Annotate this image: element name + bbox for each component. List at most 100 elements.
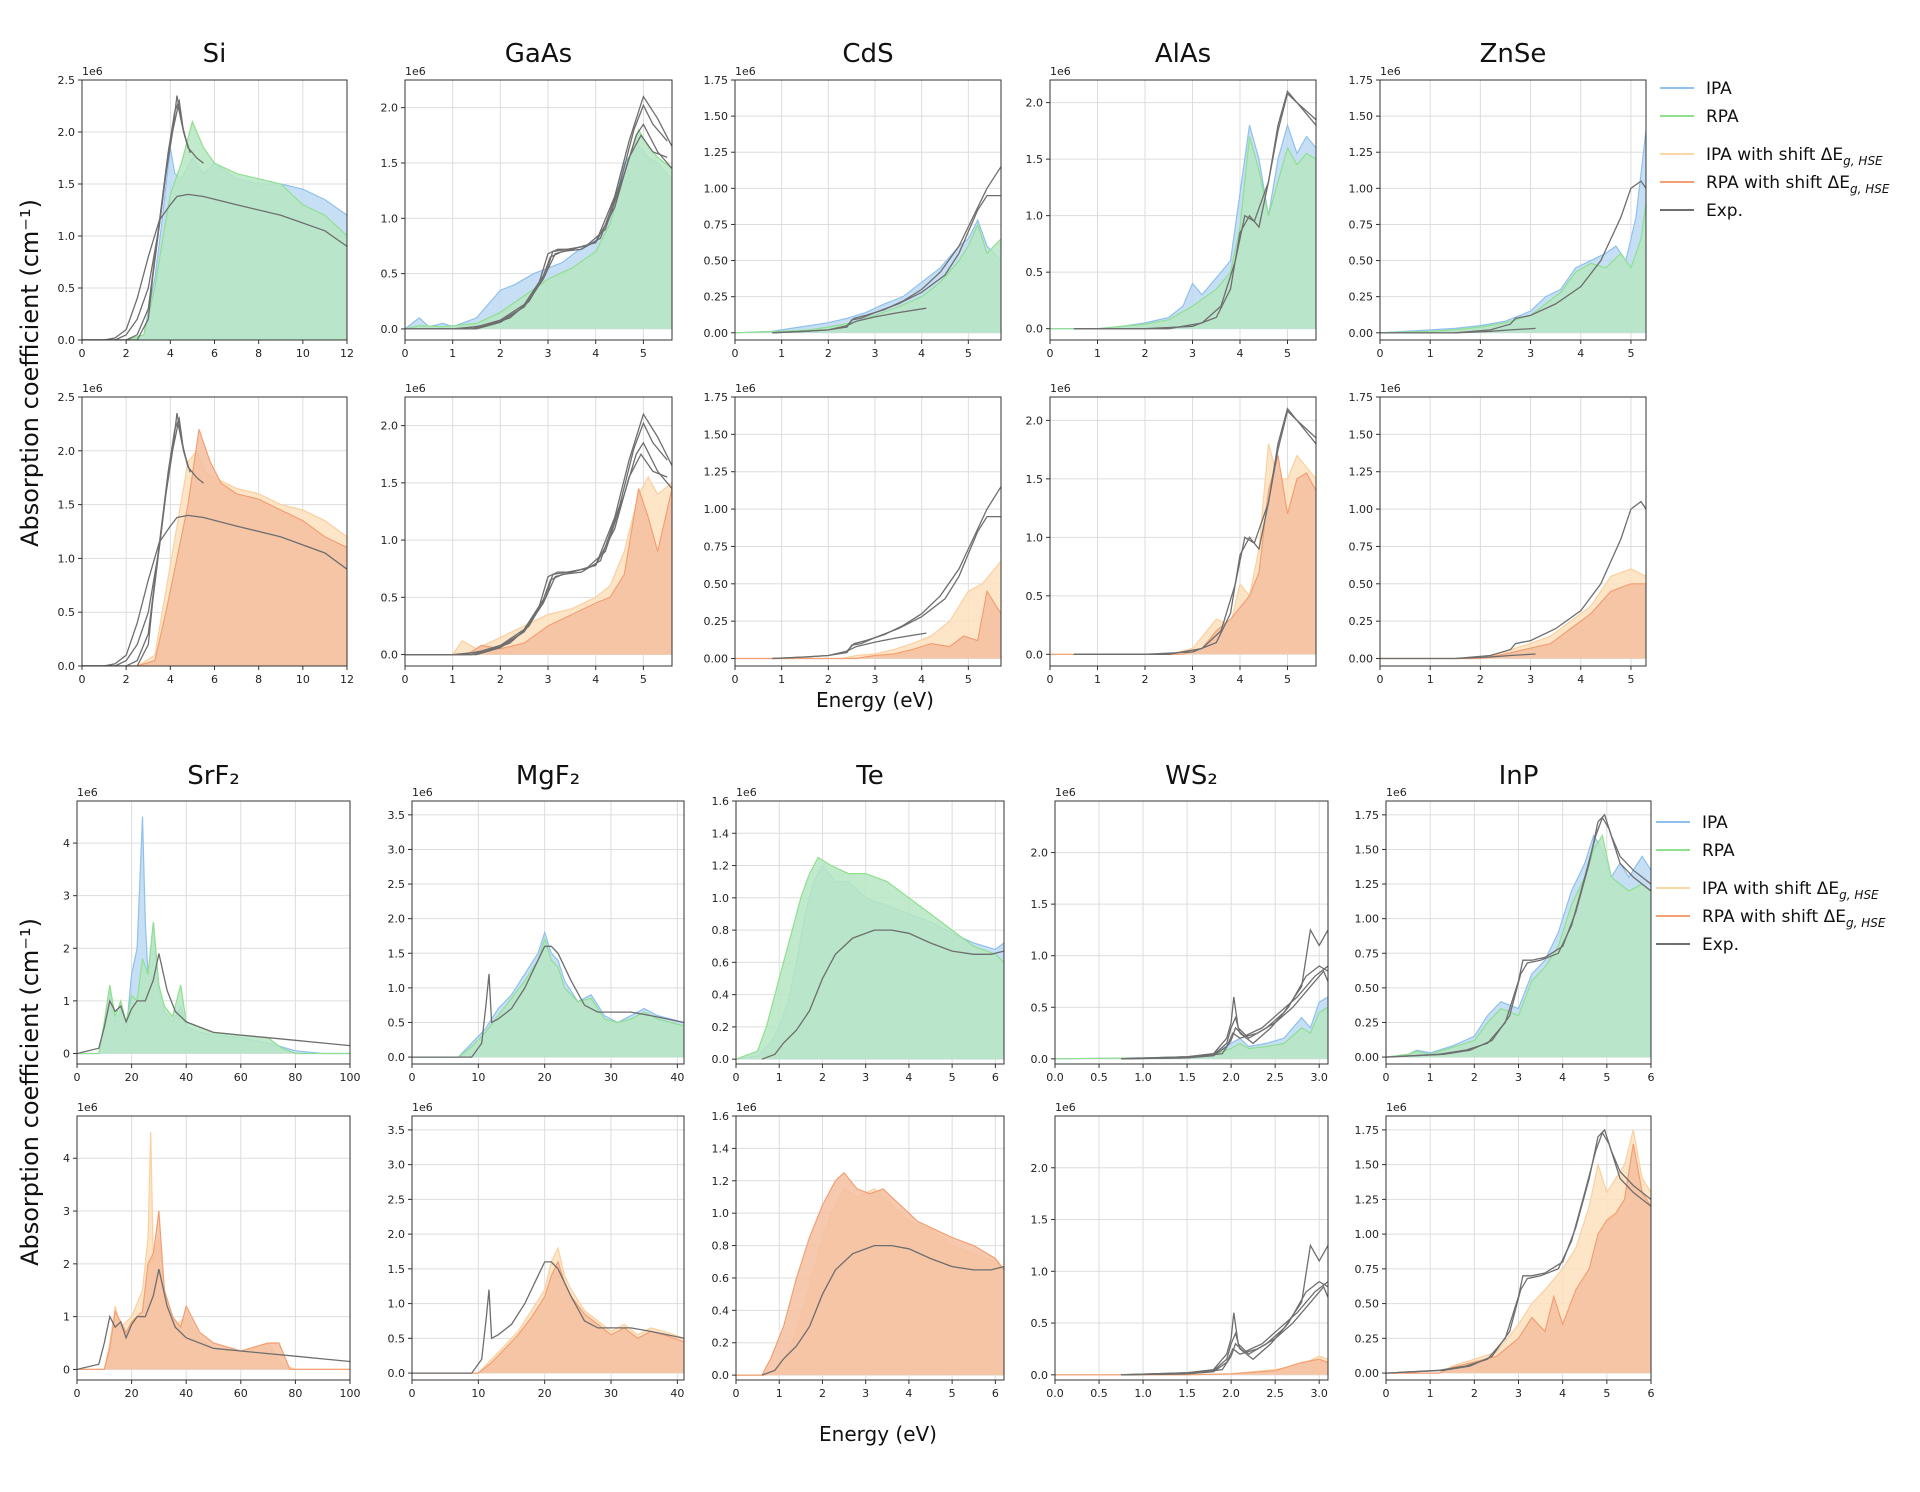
area-rpa-shift: [736, 1172, 1004, 1376]
x-tick-label: 2: [497, 347, 504, 360]
x-tick-label: 4: [1559, 1387, 1566, 1400]
y-tick-label: 0.5: [58, 282, 76, 295]
y-tick-label: 1.2: [712, 1175, 730, 1188]
panel-znse-shifted: 0 1 2 3 4 5 0.00 0.25 0.50 0.75 1.00 1.25 1.50 1.75 1e…: [1349, 382, 1647, 686]
x-tick-label: 8: [255, 673, 262, 686]
x-tick-label: 3: [1515, 1071, 1522, 1084]
x-tick-label: 30: [604, 1071, 618, 1084]
x-tick-label: 40: [179, 1387, 193, 1400]
y-tick-label: 0.4: [712, 989, 730, 1002]
y-tick-label: 0.0: [1031, 1369, 1049, 1382]
line-exp: [1073, 92, 1316, 330]
y-tick-label: 0.0: [381, 649, 399, 662]
panel-srf2-shifted: 0 20 40 60 80 100 0 1 2 3 4 1e6: [63, 1101, 361, 1400]
y-tick-label: 1.6: [712, 1110, 730, 1123]
panel-te-unshifted: 0 1 2 3 4 5 6 0.0 0.2 0.4 0.6 0.8 1.0 1.2 1.4 1.6 1e6 Te: [712, 761, 1005, 1084]
x-tick-label: 6: [992, 1387, 999, 1400]
y-tick-label: 1.00: [1349, 182, 1374, 195]
line-exp: [77, 953, 350, 1055]
line-rpa: [1050, 136, 1316, 330]
x-tick-label: 5: [1627, 347, 1634, 360]
legend-label-rpa-shift: RPA with shift ΔEg, HSE: [1706, 173, 1890, 196]
x-tick-label: 3: [872, 673, 879, 686]
line-ipa-shift: [735, 561, 1001, 660]
y-tick-label: 3.0: [388, 843, 406, 856]
x-tick-label: 0.0: [1046, 1387, 1064, 1400]
x-tick-label: 2: [1471, 1387, 1478, 1400]
line-rpa: [412, 937, 684, 1058]
x-tick-label: 100: [340, 1387, 361, 1400]
y-tick-label: 1.50: [704, 110, 729, 123]
panel-znse-unshifted: 0 1 2 3 4 5 0.00 0.25 0.50 0.75 1.00 1.25 1.50 1.75 1e…: [1349, 39, 1647, 360]
x-tick-label: 5: [640, 673, 647, 686]
axes-frame: [734, 396, 1002, 667]
x-tick-label: 1: [449, 347, 456, 360]
y-tick-label: 0.00: [1355, 1367, 1380, 1380]
x-tick-label: 0.5: [1090, 1387, 1108, 1400]
line-exp: [846, 632, 927, 652]
panel-mgf2-unshifted: 0 10 20 30 40 0.0 0.5 1.0 1.5 2.0 2.5 3.0 3.5 1e6 MgF₂: [388, 761, 685, 1084]
line-exp: [82, 514, 347, 666]
panel-ws2-shifted: 0.0 0.5 1.0 1.5 2.0 2.5 3.0 0.0 0.5 1.0 1.5 2.0 1e6: [1031, 1101, 1329, 1400]
y-tick-label: 1.50: [1349, 428, 1374, 441]
y-tick-label: 1.0: [1026, 210, 1044, 223]
y-tick-label: 1.50: [704, 428, 729, 441]
x-tick-label: 1: [1094, 347, 1101, 360]
x-tick-label: 3: [1527, 673, 1534, 686]
y-tick-label: 2.0: [1031, 1162, 1049, 1175]
x-tick-label: 3.0: [1310, 1071, 1328, 1084]
y-tick-label: 0.75: [1349, 540, 1374, 553]
y-tick-label: 2: [63, 942, 70, 955]
y-tick-label: 2.5: [58, 74, 76, 87]
legend-label-rpa-shift: RPA with shift ΔEg, HSE: [1702, 907, 1886, 930]
x-tick-label: 0: [74, 1387, 81, 1400]
line-exp: [405, 134, 668, 330]
area-rpa: [1050, 136, 1316, 329]
x-tick-label: 0: [1047, 673, 1054, 686]
x-tick-label: 1: [1427, 673, 1434, 686]
y-tick-label: 0.25: [1355, 1332, 1380, 1345]
x-tick-label: 8: [255, 347, 262, 360]
y-tick-label: 0.0: [381, 323, 399, 336]
y-tick-label: 1.25: [1355, 1193, 1380, 1206]
y-tick-label: 0.5: [388, 1332, 406, 1345]
x-tick-label: 60: [234, 1071, 248, 1084]
x-tick-label: 0: [409, 1387, 416, 1400]
area-rpa-shift: [77, 1211, 350, 1370]
y-tick-label: 0.6: [712, 1272, 730, 1285]
legend-label-rpa: RPA: [1706, 107, 1739, 127]
area-ipa-shift: [735, 561, 1001, 659]
y-tick-label: 2.5: [58, 391, 76, 404]
legend-label-rpa: RPA: [1702, 841, 1735, 861]
y-tick-label: 1.25: [1349, 146, 1374, 159]
y-tick-label: 0.50: [704, 578, 729, 591]
y-tick-label: 1.0: [388, 1298, 406, 1311]
line-exp: [1455, 653, 1536, 660]
line-rpa-shift: [405, 488, 672, 656]
x-tick-label: 5: [640, 347, 647, 360]
x-tick-label: 3.0: [1310, 1387, 1328, 1400]
line-exp: [1120, 1285, 1328, 1376]
y-tick-label: 1.2: [712, 860, 730, 873]
scale-label: 1e6: [77, 786, 98, 799]
y-tick-label: 2.0: [381, 102, 399, 115]
axes-frame: [1049, 396, 1317, 667]
y-tick-label: 1.0: [1026, 531, 1044, 544]
y-tick-label: 0.2: [712, 1337, 730, 1350]
line-rpa: [1380, 202, 1646, 334]
y-tick-label: 1.00: [704, 182, 729, 195]
x-tick-label: 6: [1648, 1071, 1655, 1084]
y-axis-label-bottom: Absorption coefficient (cm⁻¹): [16, 918, 44, 1266]
y-tick-label: 0.75: [1349, 218, 1374, 231]
panel-title: SrF₂: [187, 761, 240, 791]
axes-frame: [734, 79, 1002, 341]
y-tick-label: 1.5: [381, 477, 399, 490]
x-tick-label: 1.0: [1134, 1071, 1152, 1084]
x-tick-label: 5: [965, 673, 972, 686]
x-tick-label: 4: [1559, 1071, 1566, 1084]
x-tick-label: 4: [918, 347, 925, 360]
y-tick-label: 0.2: [712, 1021, 730, 1034]
x-tick-label: 2: [1477, 673, 1484, 686]
x-tick-label: 1.0: [1134, 1387, 1152, 1400]
line-rpa-shift: [77, 1210, 350, 1370]
